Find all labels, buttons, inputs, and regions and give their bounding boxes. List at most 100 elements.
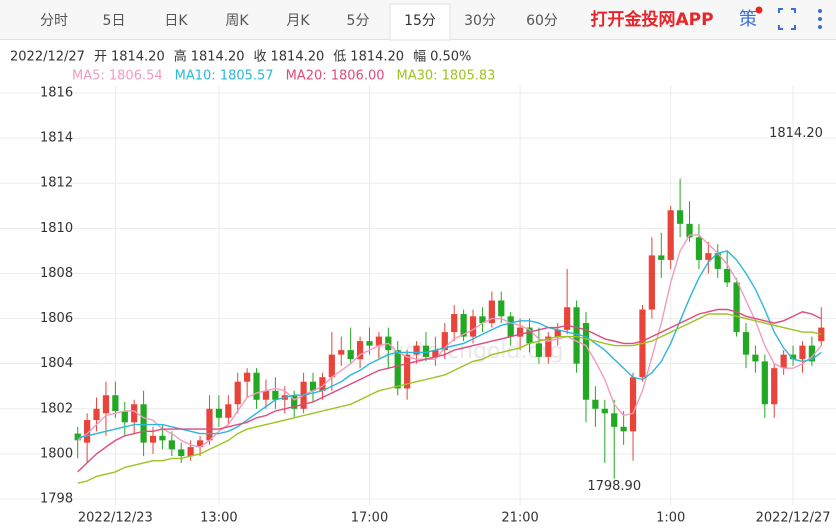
active-tab (389, 3, 451, 41)
candle-body (507, 316, 514, 337)
tab[interactable]: 日K (164, 13, 188, 29)
header-value: 1814.20 (111, 50, 165, 65)
candle-body (592, 399, 599, 409)
candle-body (375, 336, 383, 346)
x-tick-label: 2022/12/23 (78, 511, 153, 526)
tab[interactable]: 5日 (103, 13, 126, 29)
candle-body (253, 372, 260, 400)
tab[interactable]: 60分 (526, 13, 558, 29)
x-tick-label: 2022/12/27 (756, 511, 831, 526)
candle-body (291, 395, 298, 409)
candle-body (686, 223, 693, 238)
candle-body (535, 343, 543, 357)
candle-body (366, 341, 373, 346)
candle-body (206, 408, 213, 441)
ma-line (77, 250, 822, 439)
candle-body (168, 440, 175, 450)
y-tick-label: 1802 (40, 401, 73, 416)
header-value: 1814.20 (350, 50, 404, 65)
candle-body (516, 327, 524, 337)
candle-body (84, 420, 91, 443)
price-annotation: 1814.20 (769, 126, 823, 141)
candle-body (102, 395, 110, 414)
candle-body (808, 345, 815, 362)
strategy-button[interactable]: 策 (739, 9, 757, 30)
candle-body (469, 316, 477, 337)
candle-body (695, 237, 703, 260)
candle-body (498, 300, 505, 317)
y-tick-label: 1798 (40, 492, 73, 507)
candle-body (705, 253, 712, 260)
y-tick-label: 1806 (40, 311, 73, 326)
candle-body (733, 282, 740, 333)
candle-body (799, 345, 806, 360)
candle-body (234, 381, 241, 405)
y-tick-label: 1800 (40, 446, 73, 461)
candle-body (780, 354, 787, 369)
candle-body (328, 354, 335, 378)
candle-body (554, 329, 561, 337)
y-tick-label: 1812 (40, 176, 73, 191)
candle-body (611, 413, 618, 427)
ma-line (77, 308, 822, 473)
candle-body (564, 307, 571, 330)
x-tick-label: 1:00 (656, 511, 685, 526)
candle-body (761, 361, 768, 405)
candle-body (714, 253, 721, 269)
candle-body (112, 395, 119, 412)
legend-entry: MA20: 1806.00 (286, 69, 385, 84)
tab[interactable]: 分时 (40, 13, 68, 29)
candle-body (244, 372, 251, 382)
candle-body (121, 411, 128, 423)
header-label: 高 (174, 49, 187, 65)
header-label: 幅 (413, 50, 426, 65)
tab[interactable]: 月K (286, 13, 310, 29)
ma-line (77, 234, 822, 448)
more-button[interactable] (818, 9, 822, 29)
candle-body (441, 332, 448, 351)
x-tick-label: 17:00 (351, 511, 388, 526)
candle-body (178, 449, 185, 457)
price-annotation: 1798.90 (587, 479, 641, 494)
candle-body (413, 345, 420, 355)
candle-body (742, 332, 750, 355)
candle-body (677, 210, 684, 224)
candle-body (272, 390, 279, 400)
candle-body (479, 316, 486, 324)
tab[interactable]: 15分 (404, 13, 436, 29)
y-tick-label: 1816 (40, 86, 73, 101)
candle-body (432, 350, 439, 357)
candle-body (545, 336, 552, 357)
candle-body (404, 354, 411, 389)
candle-body (187, 447, 194, 457)
candle-body (347, 350, 354, 360)
candle-body (752, 354, 759, 362)
candle-body (215, 408, 222, 418)
candle-body (394, 350, 401, 389)
candle-body (356, 341, 364, 360)
candle-body (338, 350, 345, 355)
candle-body (629, 377, 637, 432)
candle-body (131, 404, 138, 423)
ma-line (77, 313, 822, 484)
candle-body (526, 327, 533, 344)
tab[interactable]: 周K (225, 13, 249, 29)
candle-body (159, 435, 166, 441)
candle-body (818, 327, 825, 342)
app-link[interactable]: 打开金投网APP (590, 9, 713, 30)
candle-body (460, 314, 467, 337)
y-tick-label: 1810 (40, 221, 73, 236)
candle-body (422, 345, 430, 357)
candle-body (488, 300, 495, 324)
tab[interactable]: 30分 (464, 13, 496, 29)
fullscreen-button[interactable] (778, 8, 796, 30)
candle-body (724, 268, 731, 283)
x-tick-label: 21:00 (501, 511, 538, 526)
x-tick-label: 13:00 (200, 511, 237, 526)
header-value: 1814.20 (271, 50, 325, 65)
candle-body (573, 307, 580, 364)
header-value: 1814.20 (191, 50, 245, 65)
legend-entry: MA30: 1805.83 (397, 69, 496, 84)
header-date: 2022/12/27 (10, 50, 85, 65)
tab[interactable]: 5分 (347, 13, 370, 29)
